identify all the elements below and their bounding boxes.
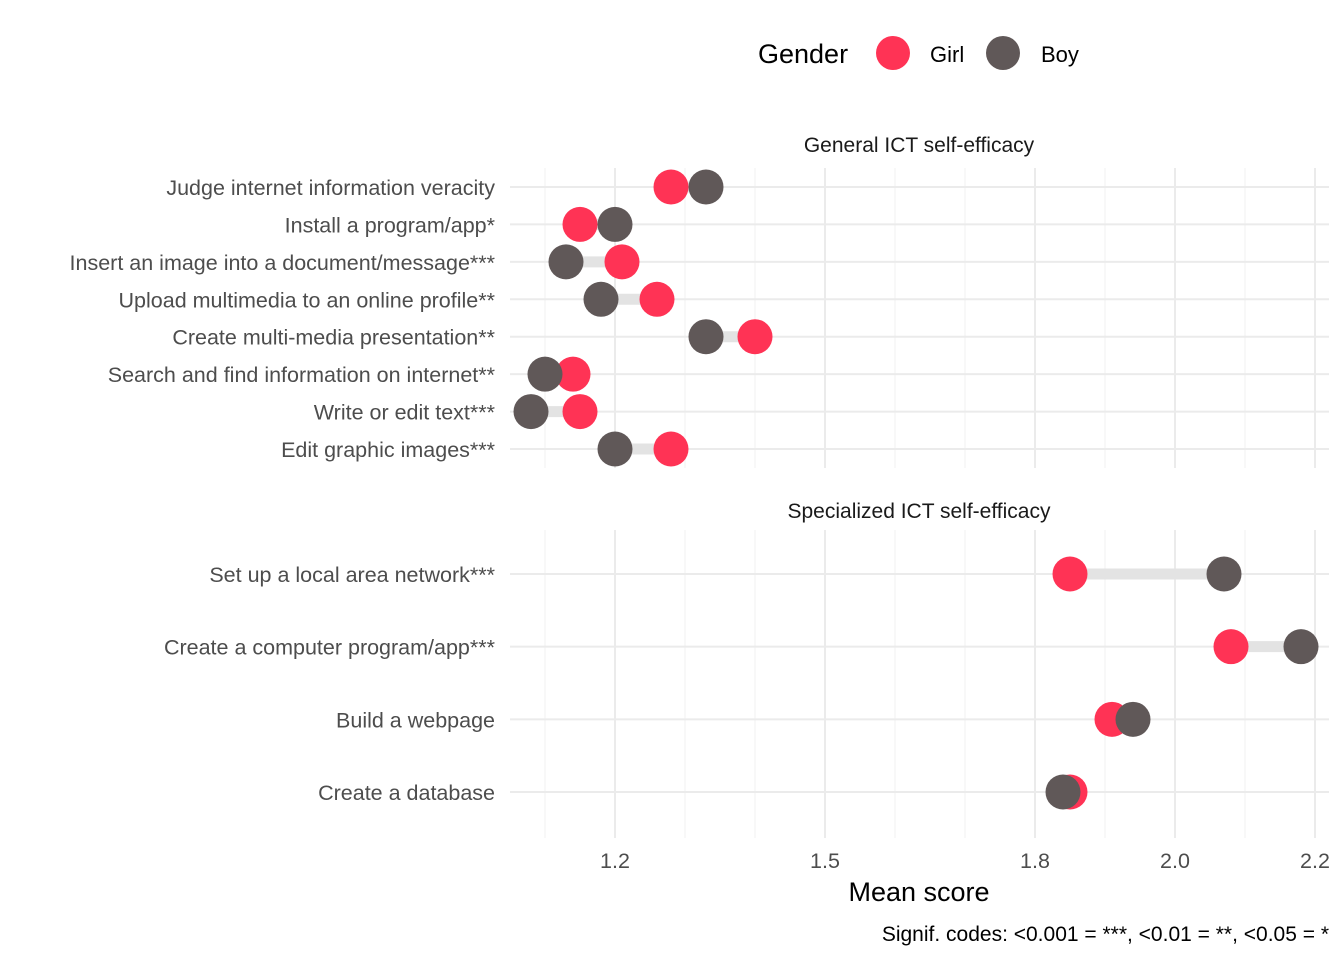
- category-label: Create multi-media presentation**: [172, 326, 495, 350]
- boy-point: [1206, 556, 1242, 592]
- legend-title: Gender: [758, 39, 848, 69]
- category-label: Install a program/app*: [285, 213, 496, 237]
- x-tick-label: 1.5: [810, 849, 840, 873]
- category-label: Create a database: [318, 781, 495, 805]
- legend-girl-key: [876, 36, 910, 70]
- category-label: Edit graphic images***: [281, 438, 496, 462]
- legend: Gender Girl Boy: [758, 36, 1079, 70]
- x-tick-label: 1.2: [600, 849, 630, 873]
- boy-point: [1283, 629, 1319, 665]
- category-label: Build a webpage: [336, 708, 495, 732]
- boy-point: [583, 281, 619, 317]
- facet-panels: General ICT self-efficacy Judge internet …: [70, 134, 1329, 838]
- boy-point: [688, 319, 724, 355]
- boy-point: [513, 394, 549, 430]
- facet-title: General ICT self-efficacy: [804, 134, 1035, 157]
- boy-point: [527, 356, 563, 392]
- legend-boy-key: [986, 36, 1020, 70]
- boy-point: [1045, 774, 1081, 810]
- girl-point: [1213, 629, 1249, 665]
- facet-panel: General ICT self-efficacy Judge internet …: [70, 134, 1329, 468]
- x-tick-label: 2.0: [1160, 849, 1190, 873]
- caption: Signif. codes: <0.001 = ***, <0.01 = **,…: [882, 923, 1329, 946]
- legend-boy-label: Boy: [1041, 42, 1079, 67]
- girl-point: [555, 356, 591, 392]
- category-label: Insert an image into a document/message*…: [70, 251, 496, 275]
- category-label: Search and find information on internet*…: [108, 363, 496, 387]
- boy-point: [688, 169, 724, 205]
- boy-point: [548, 244, 584, 280]
- girl-point: [737, 319, 773, 355]
- girl-point: [562, 206, 598, 242]
- girl-point: [639, 281, 675, 317]
- category-label: Create a computer program/app***: [164, 636, 496, 660]
- x-tick-label: 2.2: [1300, 849, 1330, 873]
- facet-panel: Specialized ICT self-efficacy Set up a lo…: [164, 500, 1329, 838]
- category-label: Write or edit text***: [314, 401, 496, 425]
- x-axis-title: Mean score: [848, 877, 989, 907]
- girl-point: [653, 169, 689, 205]
- girl-point: [1052, 556, 1088, 592]
- x-axis: 1.2 1.5 1.8 2.0 2.2: [600, 849, 1330, 873]
- boy-point: [597, 206, 633, 242]
- boy-point: [1115, 701, 1151, 737]
- boy-point: [597, 431, 633, 467]
- category-label: Upload multimedia to an online profile**: [119, 288, 496, 312]
- legend-girl-label: Girl: [930, 42, 964, 67]
- girl-point: [562, 394, 598, 430]
- category-label: Judge internet information veracity: [166, 176, 495, 200]
- facet-title: Specialized ICT self-efficacy: [787, 500, 1051, 523]
- girl-point: [604, 244, 640, 280]
- girl-point: [653, 431, 689, 467]
- category-label: Set up a local area network***: [209, 563, 495, 587]
- x-tick-label: 1.8: [1020, 849, 1050, 873]
